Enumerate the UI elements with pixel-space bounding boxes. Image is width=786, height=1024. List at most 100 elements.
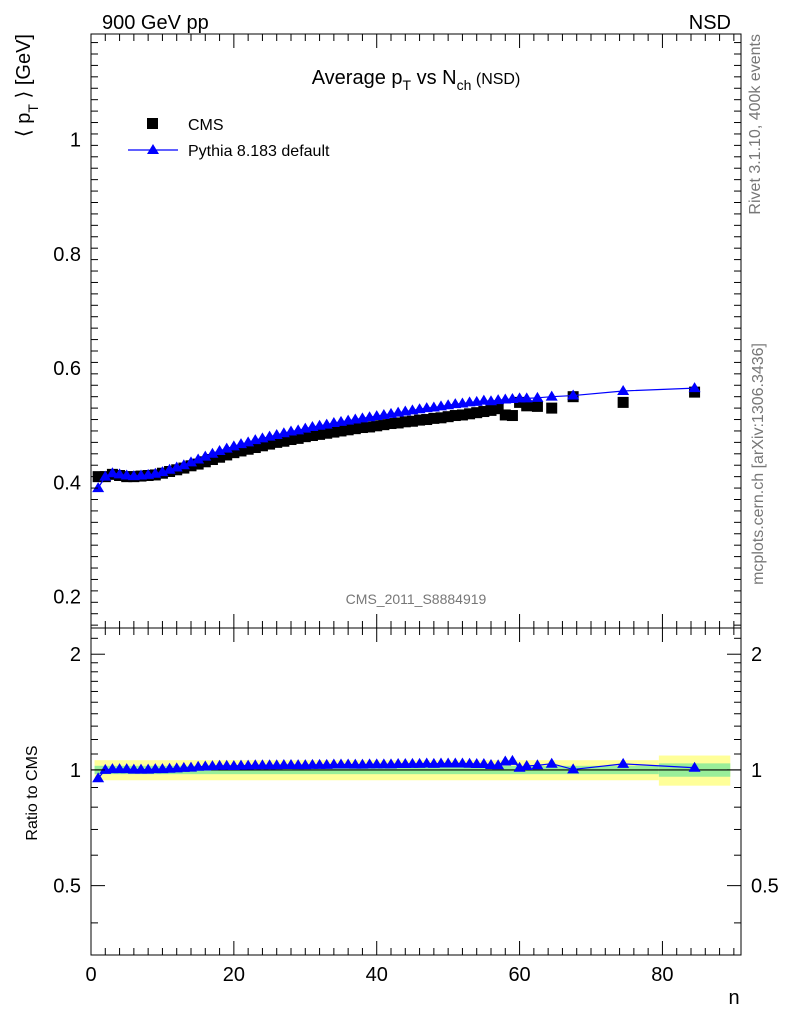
cms-data-point bbox=[278, 435, 290, 447]
main-data-layer bbox=[92, 382, 701, 493]
rivet-label: Rivet 3.1.10, 400k events bbox=[747, 34, 764, 215]
x-axis-label: n bbox=[728, 987, 739, 1009]
ratio-pythia-point bbox=[531, 759, 544, 770]
cms-data-point bbox=[264, 438, 276, 450]
cms-data-point bbox=[349, 423, 361, 435]
pythia-point bbox=[113, 468, 126, 479]
x-tick-label: 20 bbox=[223, 964, 245, 986]
main-y-tick-label: 0.2 bbox=[53, 587, 81, 609]
cms-data-point bbox=[221, 449, 233, 461]
cms-data-point bbox=[485, 404, 497, 416]
cms-data-point bbox=[478, 406, 490, 418]
legend-mc-marker bbox=[147, 144, 159, 154]
pythia-point bbox=[185, 456, 197, 467]
cms-data-point bbox=[256, 440, 268, 452]
cms-data-point bbox=[421, 414, 433, 426]
y-axis-label: ⟨ pT ⟩ [GeV] bbox=[13, 34, 41, 137]
cms-data-point bbox=[385, 418, 397, 430]
cms-data-point bbox=[406, 415, 418, 427]
cms-data-point bbox=[356, 422, 368, 434]
cms-data-point bbox=[335, 425, 347, 437]
cms-data-point bbox=[531, 400, 543, 412]
pythia-point bbox=[567, 389, 580, 400]
cms-data-point bbox=[306, 430, 318, 442]
legend-cms-label: CMS bbox=[188, 117, 224, 134]
cms-data-point bbox=[499, 409, 511, 421]
x-tick-label: 40 bbox=[366, 964, 388, 986]
ratio-y-tick-label-right: 0.5 bbox=[751, 876, 779, 898]
cms-data-point bbox=[235, 445, 247, 457]
main-y-tick-label: 0.8 bbox=[53, 244, 81, 266]
cms-data-point bbox=[371, 420, 383, 432]
ratio-pythia-point bbox=[617, 757, 630, 768]
main-y-tick-label: 0.6 bbox=[53, 358, 81, 380]
cms-data-point bbox=[464, 408, 476, 420]
main-y-tick-label: 0.4 bbox=[53, 472, 81, 494]
cms-data-point bbox=[328, 426, 340, 438]
cms-data-point bbox=[392, 417, 404, 429]
pythia-point bbox=[92, 482, 105, 493]
cms-data-point bbox=[364, 421, 376, 433]
cms-data-point bbox=[192, 458, 204, 470]
pythia-point bbox=[192, 453, 205, 464]
cms-data-point bbox=[342, 424, 354, 436]
cms-data-point bbox=[249, 442, 261, 454]
cms-data-point bbox=[242, 443, 254, 455]
cms-data-point bbox=[435, 412, 447, 424]
pythia-point bbox=[531, 391, 544, 402]
cms-data-point bbox=[449, 410, 461, 422]
cms-data-point bbox=[399, 416, 411, 428]
cms-data-point bbox=[506, 410, 518, 422]
ratio-y-tick-label-left: 2 bbox=[70, 644, 81, 666]
process-label: NSD bbox=[689, 12, 731, 34]
ratio-y-tick-label-left: 1 bbox=[70, 760, 81, 782]
cms-data-point bbox=[199, 456, 211, 468]
main-axes: 0.2 0.4 0.6 0.8 1 bbox=[53, 34, 741, 628]
plot-title: Average pT vs Nch (NSD) bbox=[312, 67, 521, 93]
pythia-point bbox=[106, 467, 119, 478]
ratio-data-layer bbox=[92, 754, 701, 783]
cms-data-point bbox=[492, 403, 504, 415]
cms-data-point bbox=[414, 414, 426, 426]
ratio-frame bbox=[90, 627, 742, 956]
cms-data-point bbox=[428, 412, 440, 424]
x-tick-label: 80 bbox=[651, 964, 673, 986]
x-tick-label: 60 bbox=[508, 964, 530, 986]
ratio-panel: Ratio to CMS 0 20 40 60 80 0.5 0.5 1 1 2 2 n bbox=[24, 627, 779, 1009]
ratio-pythia-point bbox=[506, 754, 519, 765]
cms-data-point bbox=[214, 451, 226, 463]
ratio-pythia-point bbox=[492, 759, 505, 770]
ratio-y-tick-label-right: 1 bbox=[751, 760, 762, 782]
pythia-point bbox=[206, 447, 219, 458]
pythia-point bbox=[177, 459, 190, 470]
pythia-point bbox=[688, 382, 701, 393]
main-y-tick-label: 1 bbox=[70, 130, 81, 152]
x-tick-label: 0 bbox=[85, 964, 96, 986]
legend: CMS Pythia 8.183 default bbox=[128, 117, 330, 160]
pythia-point bbox=[99, 470, 112, 481]
cms-data-point bbox=[378, 419, 390, 431]
ratio-axes: 0 20 40 60 80 0.5 0.5 1 1 2 2 bbox=[53, 628, 779, 986]
ratio-pythia-point bbox=[477, 758, 490, 769]
ratio-y-tick-label-left: 0.5 bbox=[53, 876, 81, 898]
cms-data-point bbox=[456, 409, 468, 421]
ratio-pythia-point bbox=[520, 759, 533, 770]
legend-cms-marker bbox=[147, 118, 158, 129]
ratio-pythia-point bbox=[545, 757, 558, 768]
cms-data-point bbox=[442, 411, 454, 423]
cms-data-point bbox=[271, 436, 283, 448]
cms-data-point bbox=[521, 400, 533, 412]
cms-data-point bbox=[546, 402, 558, 414]
cms-data-point bbox=[206, 454, 218, 466]
cms-data-point bbox=[617, 396, 629, 408]
ratio-pythia-point bbox=[92, 772, 105, 783]
cms-data-point bbox=[92, 471, 104, 483]
cms-data-point bbox=[314, 428, 326, 440]
main-panel: Average pT vs Nch (NSD) ⟨ pT ⟩ [GeV] CMS… bbox=[13, 33, 742, 629]
cms-data-point bbox=[299, 431, 311, 443]
cms-data-point bbox=[228, 447, 240, 459]
ratio-pythia-point bbox=[688, 761, 701, 772]
ratio-pythia-point bbox=[567, 763, 580, 774]
cms-data-point bbox=[292, 432, 304, 444]
